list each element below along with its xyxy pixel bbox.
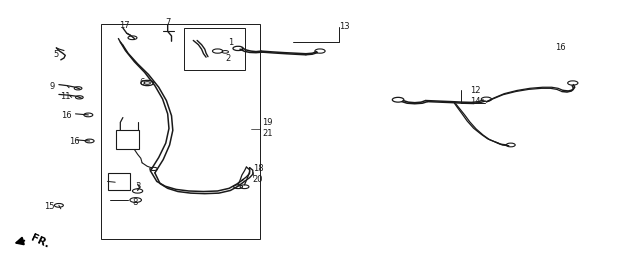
Text: 6: 6 <box>140 78 145 87</box>
Text: 2: 2 <box>225 54 230 63</box>
Text: 18: 18 <box>253 164 263 173</box>
Bar <box>184 28 245 70</box>
Text: 19: 19 <box>262 118 273 127</box>
Text: 13: 13 <box>339 22 349 31</box>
Text: 14: 14 <box>470 97 480 106</box>
Text: 9: 9 <box>50 82 55 91</box>
Text: 16: 16 <box>555 43 565 52</box>
Text: 16: 16 <box>69 137 79 146</box>
Bar <box>101 24 260 239</box>
Text: FR.: FR. <box>29 233 51 250</box>
Text: 1: 1 <box>228 38 233 47</box>
Text: 16: 16 <box>61 111 72 120</box>
Text: 11: 11 <box>60 92 70 101</box>
Text: 12: 12 <box>470 86 480 95</box>
Bar <box>116 130 139 149</box>
Text: 3: 3 <box>136 182 141 191</box>
Text: 20: 20 <box>253 175 263 184</box>
Bar <box>108 173 130 190</box>
Text: 15: 15 <box>44 202 54 211</box>
Text: 17: 17 <box>120 21 130 30</box>
Text: 5: 5 <box>54 50 59 59</box>
Text: 7: 7 <box>165 18 170 27</box>
Text: 8: 8 <box>132 198 138 207</box>
Text: 21: 21 <box>262 129 273 138</box>
